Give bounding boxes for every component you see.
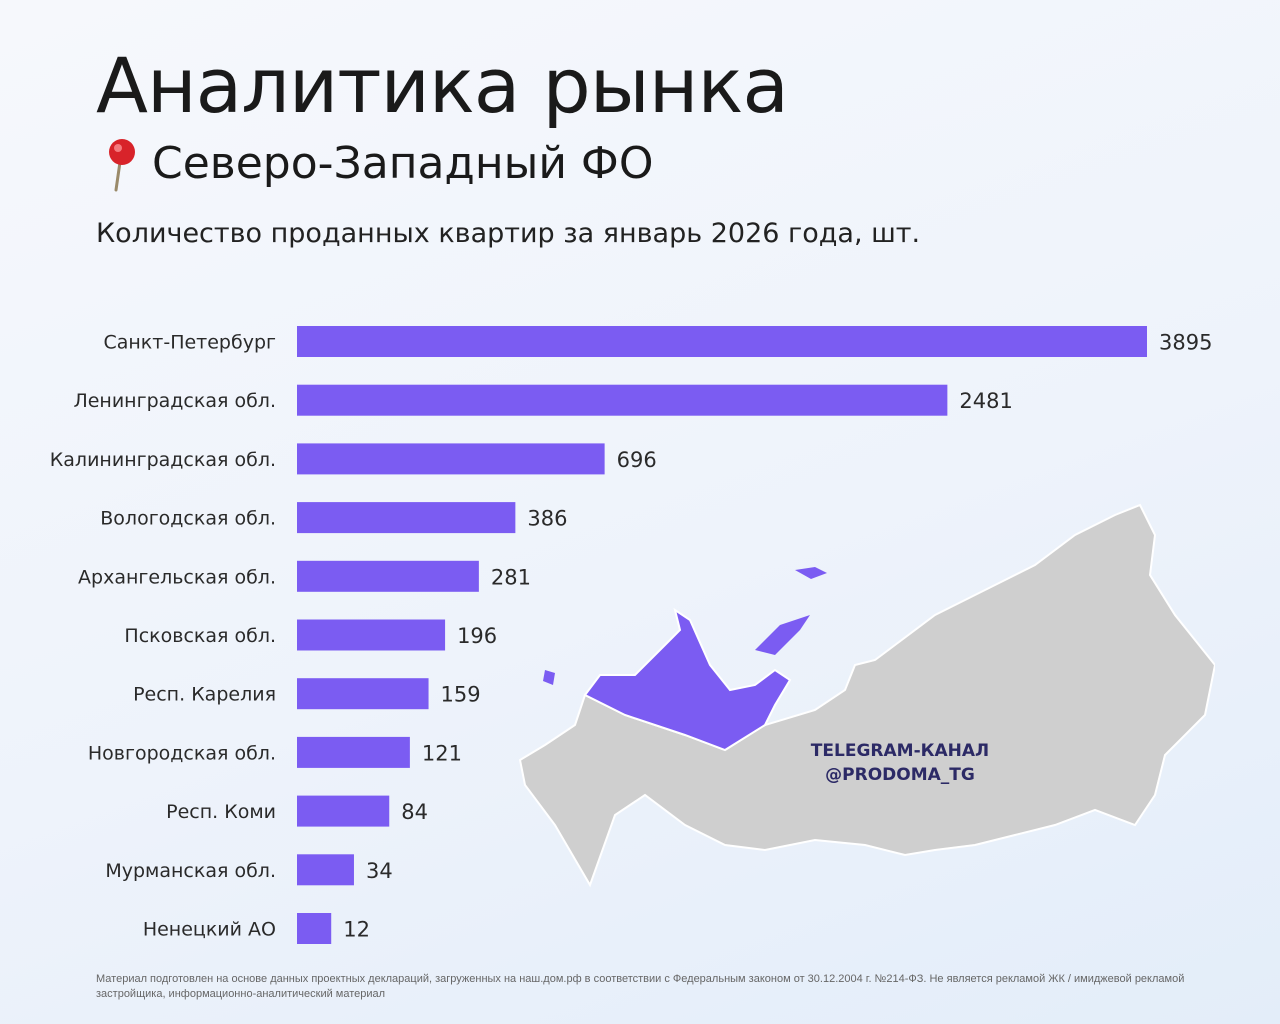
data-label: 34 [366,859,393,883]
footnote: Материал подготовлен на основе данных пр… [96,973,1185,1000]
watermark-line-1: TELEGRAM-КАНАЛ [810,741,990,761]
category-label: Новгородская обл. [88,742,276,764]
data-label: 3895 [1159,331,1212,355]
map-pin-icon [109,139,135,192]
bar [297,502,516,534]
bar [297,443,605,475]
region-name: Северо-Западный ФО [152,137,654,189]
data-label: 281 [491,565,531,589]
bar-chart: Санкт-Петербург 3895 Ленинградская обл. 248… [50,326,1212,944]
data-label: 196 [457,624,497,648]
bar [297,384,948,416]
page-title: Аналитика рынка [96,41,789,130]
bar [297,560,479,592]
category-label: Мурманская обл. [105,860,276,882]
category-label: Псковская обл. [124,625,276,647]
map-arctic-island [795,567,827,579]
category-label: Вологодская обл. [100,508,276,530]
category-label: Респ. Карелия [133,684,276,706]
data-label: 696 [617,448,657,472]
data-label: 159 [441,683,481,707]
region-heading: Северо-Западный ФО [102,136,653,192]
map-nwfd-region [583,607,792,752]
bar [297,795,390,827]
data-label: 386 [527,507,567,531]
map-base-region [518,503,1215,888]
bar [297,619,446,651]
bar [297,678,429,710]
bar [297,326,1147,357]
category-label: Калининградская обл. [50,449,276,471]
category-label: Ненецкий АО [143,919,276,941]
data-label: 84 [401,800,428,824]
map-arctic-island [755,615,810,655]
russia-map [518,503,1215,888]
category-label: Санкт-Петербург [103,332,276,354]
bar [297,913,332,944]
category-label: Архангельская обл. [78,566,276,588]
data-label: 2481 [959,389,1012,413]
data-label: 121 [422,741,462,765]
bar [297,854,354,886]
data-label: 12 [343,918,370,942]
chart-subtitle: Количество проданных квартир за январь 2… [96,218,921,249]
category-label: Ленинградская обл. [73,390,276,412]
category-label: Респ. Коми [166,801,276,823]
telegram-watermark: TELEGRAM-КАНАЛ @PRODOMA_TG [800,740,1000,788]
watermark-line-2: @PRODOMA_TG [825,764,975,785]
map-arctic-island [543,670,555,685]
bar [297,736,410,768]
